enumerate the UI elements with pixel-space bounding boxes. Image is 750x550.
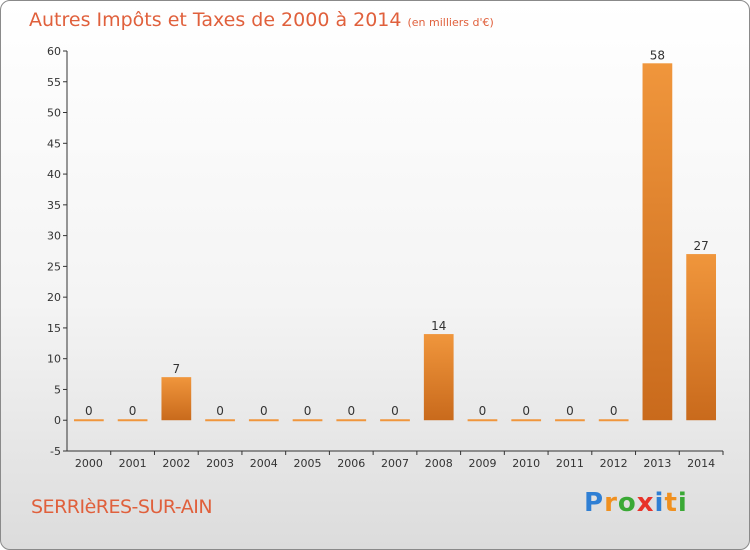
bar-value-label: 0 [260,404,268,418]
x-tick-label: 2007 [381,457,409,470]
y-tick-label: -5 [50,445,61,458]
x-tick-label: 2009 [468,457,496,470]
x-tick-label: 2006 [337,457,365,470]
logo-letter: i [677,488,688,518]
axes: -5 0 5 10 15 20 25 30 35 40 45 50 55 60 2000 2001 2002 20… [47,45,724,470]
y-tick-label: 25 [47,260,61,273]
data-labels: 0 0 7 0 0 0 0 0 14 0 0 0 0 58 27 [85,48,709,418]
chart-title-text: Autres Impôts et Taxes de 2000 à 2014 [29,9,402,31]
bar [642,63,673,421]
y-tick-label: 30 [47,230,61,243]
x-tick-label: 2003 [206,457,234,470]
x-tick-label: 2002 [162,457,190,470]
logo-letter: P [584,488,605,518]
chart-title: Autres Impôts et Taxes de 2000 à 2014 (en… [29,9,494,31]
bar-value-label: 0 [522,404,530,418]
y-tick-label: 60 [47,45,61,58]
chart-unit: (en milliers d'€) [407,16,494,29]
bar-value-label: 0 [479,404,487,418]
bar [423,334,454,421]
place-name: SERRIèRES-SUR-AIN [31,496,213,518]
bar-value-label: 0 [129,404,137,418]
y-tick-label: 40 [47,168,61,181]
logo-letter: x [636,488,655,518]
x-tick-label: 2004 [250,457,278,470]
y-tick-label: 50 [47,107,61,120]
bars [73,63,717,422]
x-tick-label: 2001 [119,457,147,470]
x-tick-label: 2011 [556,457,584,470]
logo-letter: r [604,488,618,518]
y-tick-label: 45 [47,137,61,150]
bar-value-label: 27 [693,239,708,253]
proxiti-logo: Proxiti [584,488,688,518]
bar-value-label: 14 [431,319,446,333]
bar-value-label: 0 [85,404,93,418]
y-tick-label: 10 [47,353,61,366]
x-tick-label: 2014 [687,457,715,470]
y-tick-label: 15 [47,322,61,335]
x-tick-label: 2008 [425,457,453,470]
bar-value-label: 0 [216,404,224,418]
bar-value-label: 0 [347,404,355,418]
x-tick-label: 2012 [600,457,628,470]
x-tick-label: 2005 [294,457,322,470]
y-tick-label: 0 [54,414,61,427]
bar-value-label: 0 [566,404,574,418]
bar-value-label: 7 [173,362,181,376]
logo-letter: o [617,488,637,518]
y-tick-label: 55 [47,76,61,89]
bar [161,377,192,421]
logo-letter: i [654,488,665,518]
y-tick-label: 20 [47,291,61,304]
bar-value-label: 0 [304,404,312,418]
bar-value-label: 0 [391,404,399,418]
x-tick-label: 2010 [512,457,540,470]
y-tick-label: 35 [47,199,61,212]
bar-value-label: 58 [650,48,665,62]
x-tick-label: 2000 [75,457,103,470]
bar [686,254,717,421]
x-tick-label: 2013 [643,457,671,470]
logo-letter: t [664,488,678,518]
y-tick-label: 5 [54,383,61,396]
bar-value-label: 0 [610,404,618,418]
